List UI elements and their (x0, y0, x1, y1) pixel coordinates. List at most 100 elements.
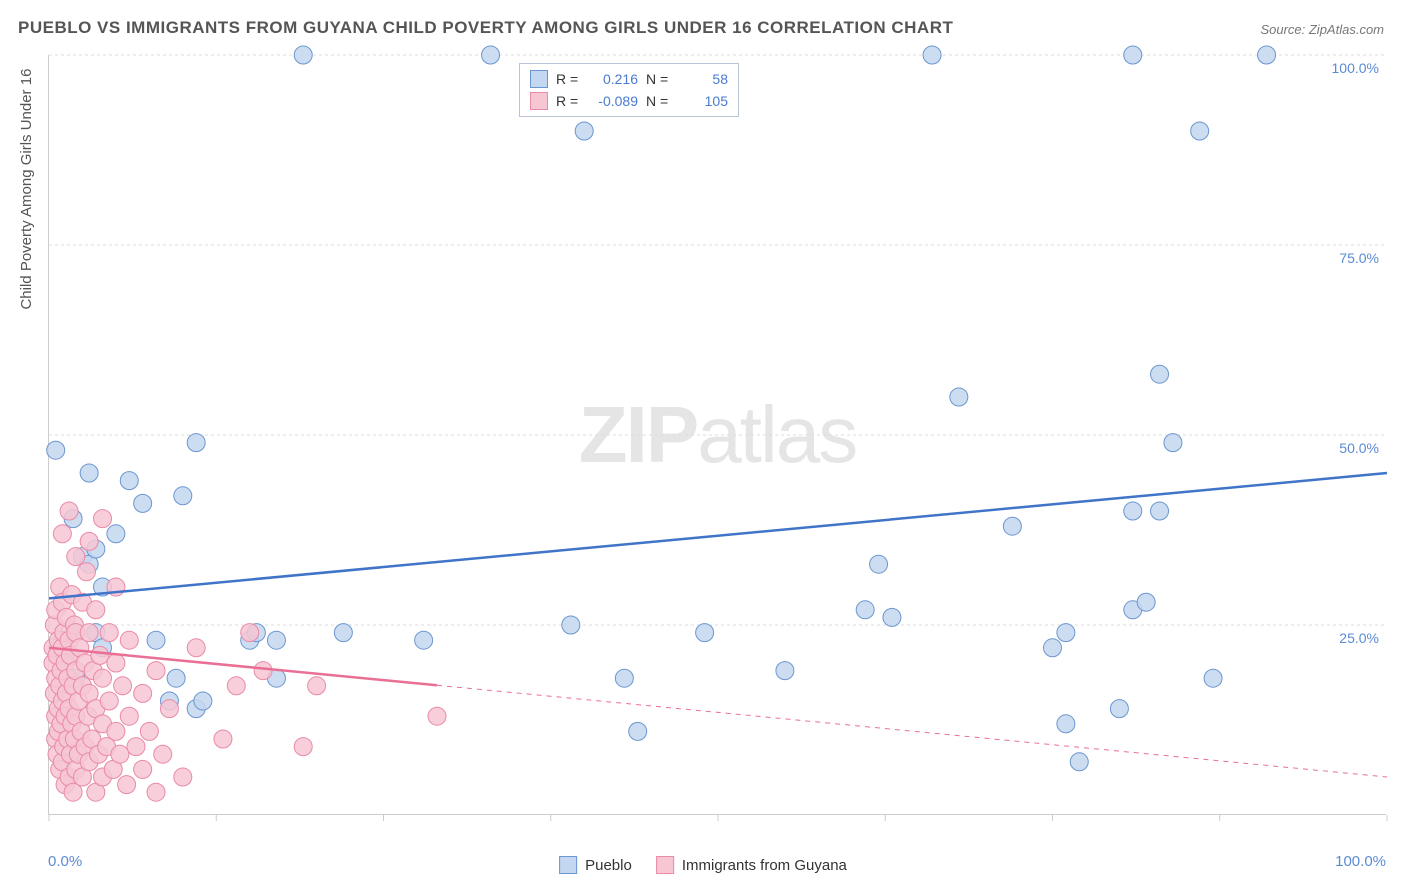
data-point (120, 707, 138, 725)
data-point (80, 464, 98, 482)
data-point (147, 662, 165, 680)
data-point (147, 631, 165, 649)
data-point (1003, 517, 1021, 535)
n-label-2: N = (646, 93, 670, 109)
data-point (1137, 593, 1155, 611)
data-point (241, 624, 259, 642)
legend-item-pueblo: Pueblo (559, 856, 632, 874)
stats-legend-box: R = 0.216 N = 58 R = -0.089 N = 105 (519, 63, 739, 117)
bottom-legend: Pueblo Immigrants from Guyana (559, 856, 847, 874)
data-point (428, 707, 446, 725)
x-axis-max-label: 100.0% (1335, 853, 1386, 870)
data-point (111, 745, 129, 763)
r-val-pueblo: 0.216 (588, 71, 638, 87)
r-val-guyana: -0.089 (588, 93, 638, 109)
y-axis-title: Child Poverty Among Girls Under 16 (18, 69, 35, 310)
data-point (1124, 46, 1142, 64)
data-point (1110, 700, 1128, 718)
data-point (294, 46, 312, 64)
data-point (482, 46, 500, 64)
data-point (308, 677, 326, 695)
x-axis-min-label: 0.0% (48, 853, 82, 870)
data-point (562, 616, 580, 634)
data-point (1191, 122, 1209, 140)
swatch-guyana (530, 92, 548, 110)
data-point (254, 662, 272, 680)
plot-area: ZIPatlas 25.0%50.0%75.0%100.0% R = 0.216… (48, 55, 1386, 815)
y-tick-label: 50.0% (1339, 440, 1379, 456)
data-point (107, 525, 125, 543)
legend-swatch-pueblo (559, 856, 577, 874)
data-point (174, 768, 192, 786)
data-point (80, 624, 98, 642)
data-point (1057, 715, 1075, 733)
stats-row-pueblo: R = 0.216 N = 58 (530, 68, 728, 90)
data-point (47, 441, 65, 459)
data-point (118, 776, 136, 794)
data-point (1057, 624, 1075, 642)
data-point (194, 692, 212, 710)
stats-row-guyana: R = -0.089 N = 105 (530, 90, 728, 112)
data-point (120, 631, 138, 649)
legend-swatch-guyana (656, 856, 674, 874)
chart-container: PUEBLO VS IMMIGRANTS FROM GUYANA CHILD P… (0, 0, 1406, 892)
data-point (120, 472, 138, 490)
data-point (856, 601, 874, 619)
data-point (615, 669, 633, 687)
data-point (629, 722, 647, 740)
data-point (147, 783, 165, 801)
data-point (107, 654, 125, 672)
data-point (1164, 434, 1182, 452)
data-point (696, 624, 714, 642)
data-point (100, 692, 118, 710)
data-point (1044, 639, 1062, 657)
legend-label-pueblo: Pueblo (585, 857, 632, 874)
n-val-pueblo: 58 (678, 71, 728, 87)
data-point (94, 510, 112, 528)
data-point (294, 738, 312, 756)
y-tick-label: 75.0% (1339, 250, 1379, 266)
y-tick-label: 100.0% (1332, 60, 1379, 76)
data-point (134, 684, 152, 702)
data-point (1151, 502, 1169, 520)
data-point (94, 669, 112, 687)
data-point (776, 662, 794, 680)
data-point (415, 631, 433, 649)
trend-line-extrapolated (437, 685, 1387, 777)
data-point (1070, 753, 1088, 771)
data-point (114, 677, 132, 695)
data-point (87, 601, 105, 619)
n-val-guyana: 105 (678, 93, 728, 109)
data-point (575, 122, 593, 140)
data-point (214, 730, 232, 748)
legend-item-guyana: Immigrants from Guyana (656, 856, 847, 874)
data-point (100, 624, 118, 642)
r-label: R = (556, 71, 580, 87)
data-point (91, 646, 109, 664)
data-point (334, 624, 352, 642)
data-point (870, 555, 888, 573)
data-point (923, 46, 941, 64)
data-point (53, 525, 71, 543)
data-point (160, 700, 178, 718)
data-point (950, 388, 968, 406)
y-tick-label: 25.0% (1339, 630, 1379, 646)
data-point (80, 532, 98, 550)
swatch-pueblo (530, 70, 548, 88)
data-point (154, 745, 172, 763)
data-point (140, 722, 158, 740)
data-point (174, 487, 192, 505)
data-point (267, 631, 285, 649)
plot-svg: 25.0% 50.0% 75.0% 100.0% (49, 55, 1386, 814)
legend-label-guyana: Immigrants from Guyana (682, 857, 847, 874)
chart-title: PUEBLO VS IMMIGRANTS FROM GUYANA CHILD P… (18, 18, 953, 38)
trend-line (49, 473, 1387, 598)
data-point (187, 434, 205, 452)
n-label: N = (646, 71, 670, 87)
data-point (134, 760, 152, 778)
data-point (187, 639, 205, 657)
data-point (227, 677, 245, 695)
source-attribution: Source: ZipAtlas.com (1260, 22, 1384, 37)
data-point (107, 722, 125, 740)
data-point (1258, 46, 1276, 64)
